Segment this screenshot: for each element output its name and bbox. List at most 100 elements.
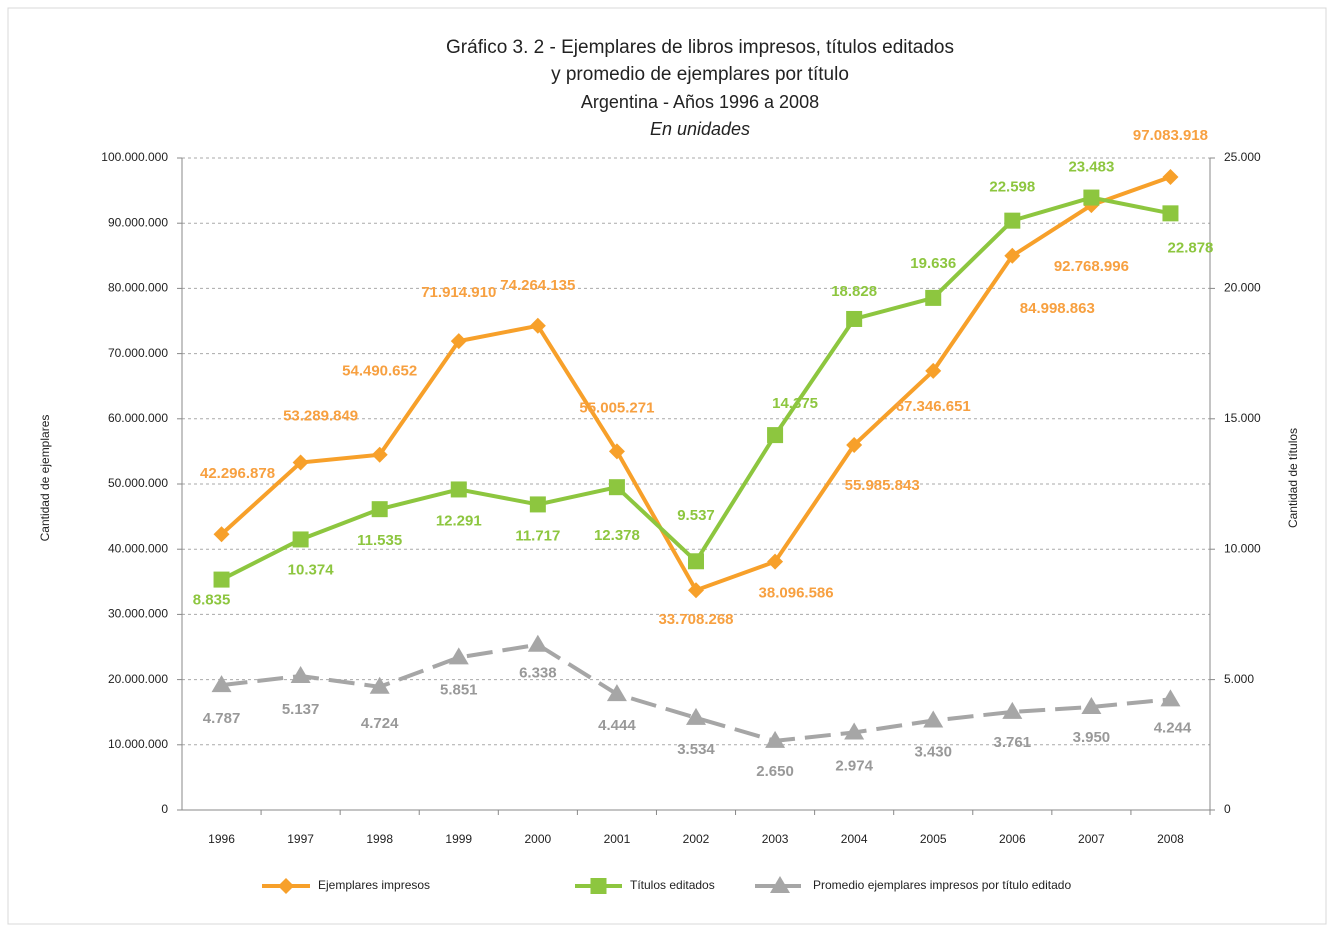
x-tick-label: 1997 [287,832,314,846]
data-label: 3.761 [994,734,1032,751]
data-point [925,289,942,306]
data-point [1004,247,1021,264]
chart-title: Gráfico 3. 2 - Ejemplares de libros impr… [446,37,954,58]
chart-note: En unidades [650,119,750,139]
data-point [1083,189,1100,206]
data-point [371,501,388,518]
data-point [688,582,704,599]
data-label: 11.535 [357,532,402,549]
data-label: 4.444 [598,717,636,734]
data-point [211,675,232,693]
data-label: 4.787 [203,710,241,727]
data-label: 5.137 [282,701,320,718]
data-label: 38.096.586 [759,585,834,602]
data-label: 97.083.918 [1133,127,1208,144]
data-label: 74.264.135 [500,277,575,294]
data-point [450,481,467,498]
data-label: 92.768.996 [1054,258,1129,275]
y-axis-label: Cantidad de ejemplares [38,415,52,542]
data-point [608,479,625,496]
x-tick-label: 2005 [920,832,947,846]
x-tick-label: 2001 [604,832,631,846]
legend-label: Títulos editados [630,878,715,892]
data-label: 11.717 [515,527,560,544]
x-tick-label: 1996 [208,832,235,846]
data-point [844,722,865,740]
data-label: 14.375 [772,395,818,412]
legend-marker [770,876,790,893]
data-point [371,446,388,463]
data-point [1162,169,1179,186]
data-point [846,310,863,327]
data-label: 8.835 [193,592,231,609]
data-label: 55.985.843 [845,477,920,494]
data-point [767,553,784,570]
data-label: 18.828 [831,283,877,300]
data-point [448,647,469,665]
data-label: 84.998.863 [1020,300,1095,317]
x-tick-label: 2006 [999,832,1026,846]
data-label: 3.430 [914,744,952,761]
x-tick-label: 2000 [524,832,551,846]
data-label: 67.346.651 [896,398,971,415]
y-tick-label: 60.000.000 [108,411,168,425]
y-tick-label: 70.000.000 [108,346,168,360]
data-label: 23.483 [1068,159,1114,176]
data-point [846,436,863,453]
data-label: 9.537 [677,507,715,524]
y-tick-label: 90.000.000 [108,215,168,229]
data-label: 2.650 [756,763,794,780]
data-label: 42.296.878 [200,465,275,482]
data-point [686,707,706,725]
y-tick-label: 100.000.000 [101,150,168,164]
data-point [1160,689,1181,707]
data-point [529,317,546,334]
y-tick-label: 0 [161,802,168,816]
data-label: 19.636 [910,255,956,272]
data-label: 54.490.652 [342,363,417,380]
x-tick-label: 1998 [366,832,393,846]
chart-title: y promedio de ejemplares por título [551,64,849,85]
legend-marker [278,878,294,894]
y2-tick-label: 10.000 [1224,541,1261,555]
y2-tick-label: 5.000 [1224,672,1254,686]
x-tick-label: 2002 [683,832,710,846]
legend-label: Promedio ejemplares impresos por título … [813,878,1071,892]
chart-subtitle: Argentina - Años 1996 a 2008 [581,92,819,112]
data-label: 22.878 [1168,239,1214,256]
data-label: 3.534 [677,741,715,758]
y-tick-label: 40.000.000 [108,541,168,555]
data-point [527,634,548,652]
data-point [1081,696,1102,714]
data-point [688,553,704,570]
x-tick-label: 2003 [762,832,789,846]
data-point [1004,212,1021,229]
x-tick-label: 2004 [841,832,868,846]
y2-tick-label: 15.000 [1224,411,1261,425]
y2-axis-label: Cantidad de títulos [1286,428,1300,528]
data-point [292,531,309,548]
data-point [608,443,625,460]
data-point [606,684,627,702]
y2-tick-label: 25.000 [1224,150,1261,164]
data-label: 33.708.268 [658,611,733,628]
data-point [1002,701,1023,719]
data-label: 53.289.849 [283,408,358,425]
data-label: 22.598 [989,179,1035,196]
data-point [925,362,942,379]
data-label: 71.914.910 [421,284,496,301]
data-label: 4.724 [361,715,399,732]
y2-tick-label: 0 [1224,802,1231,816]
chart-frame [7,7,1327,925]
data-point [213,571,230,588]
data-point [290,666,311,684]
data-point [1162,205,1179,222]
y-tick-label: 20.000.000 [108,672,168,686]
data-label: 5.851 [440,681,478,698]
data-label: 12.291 [436,512,482,529]
data-label: 55.005.271 [579,399,654,416]
data-point [529,496,546,513]
legend-marker [590,878,607,894]
